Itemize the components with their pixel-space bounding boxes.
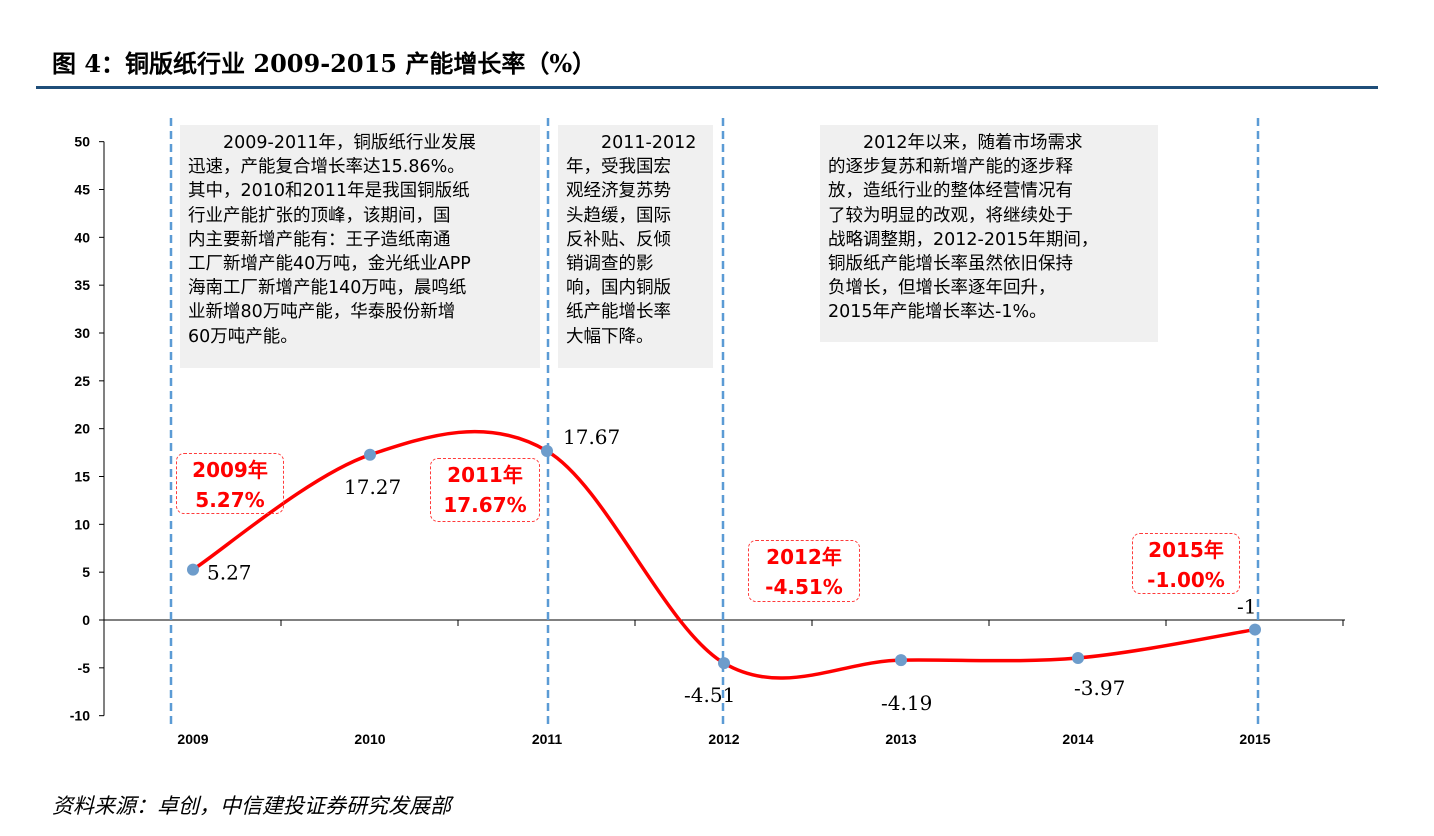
y-tick-label: 40 [74, 229, 90, 245]
callout-2011: 2011年 17.67% [430, 458, 540, 522]
annotation-line: 2011-2012 [566, 133, 697, 153]
annotation-line: 纸产能增长率 [566, 302, 671, 323]
data-point-2012 [718, 657, 730, 670]
y-tick-label: 15 [74, 469, 90, 485]
x-tick-label: 2011 [532, 731, 563, 747]
callout-2012: 2012年 -4.51% [748, 540, 860, 602]
data-label-2011: 17.67 [563, 425, 620, 449]
annotation-line: 了较为明显的改观，将继续处于 [828, 205, 1073, 226]
y-tick-label: 30 [74, 325, 90, 341]
annotation-line: 反补贴、反倾 [566, 229, 671, 250]
y-tick-label: 5 [82, 564, 90, 580]
data-point-2009 [187, 563, 199, 576]
x-tick-label: 2015 [1239, 731, 1270, 747]
annotation-line: 业新增80万吨产能，华泰股份新增 [188, 302, 456, 323]
annotation-line: 响，国内铜版 [566, 278, 671, 299]
data-point-2011 [541, 444, 553, 457]
data-point-2013 [895, 654, 907, 667]
annotation-line: 销调查的影 [566, 254, 654, 275]
y-tick-label: 25 [74, 373, 90, 389]
callout-year: 2015年 [1148, 538, 1224, 562]
y-tick-label: 45 [74, 182, 90, 198]
callout-year: 2011年 [447, 463, 523, 487]
annotation-line: 放，造纸行业的整体经营情况有 [828, 181, 1073, 202]
callout-2009: 2009年 5.27% [176, 453, 284, 514]
callout-value: -4.51% [765, 575, 843, 599]
data-label-2015: -1 [1237, 595, 1256, 619]
annotation-box-2012-2015: 2012年以来，随着市场需求 的逐步复苏和新增产能的逐步释 放，造纸行业的整体经营情… [820, 125, 1158, 342]
data-label-2014: -3.97 [1074, 676, 1125, 700]
annotation-line: 迅速，产能复合增长率达15.86%。 [188, 157, 465, 178]
annotation-line: 年，受我国宏 [566, 157, 671, 178]
annotation-line: 工厂新增产能40万吨，金光纸业APP [188, 254, 471, 275]
x-tick-label: 2014 [1062, 731, 1093, 747]
title-rule [36, 86, 1378, 89]
y-tick-label: 10 [74, 516, 90, 532]
x-tick-label: 2013 [885, 731, 916, 747]
annotation-line: 头趋缓，国际 [566, 205, 671, 226]
annotation-line: 的逐步复苏和新增产能的逐步释 [828, 157, 1073, 178]
x-tick-label: 2009 [177, 731, 208, 747]
callout-value: 5.27% [195, 488, 265, 512]
annotation-box-2011-2012: 2011-2012 年，受我国宏 观经济复苏势 头趋缓，国际 反补贴、反倾 销调查的影响，… [558, 125, 713, 368]
annotation-line: 大幅下降。 [566, 326, 654, 347]
data-label-2013: -4.19 [881, 691, 932, 715]
annotation-line: 2015年产能增长率达-1%。 [828, 302, 1047, 323]
annotation-line: 其中，2010和2011年是我国铜版纸 [188, 181, 470, 202]
source-note: 资料来源：卓创，中信建投证券研究发展部 [52, 794, 451, 818]
y-tick-label: -5 [78, 660, 91, 676]
annotation-box-2009-2011: 2009-2011年，铜版纸行业发展 迅速，产能复合增长率达15.86%。 其中，2… [180, 125, 540, 368]
callout-year: 2012年 [766, 545, 842, 569]
annotation-line: 铜版纸产能增长率虽然依旧保持 [828, 254, 1073, 275]
data-point-2010 [364, 448, 376, 461]
annotation-line: 行业产能扩张的顶峰，该期间，国 [188, 205, 451, 226]
annotation-line: 负增长，但增长率逐年回升， [828, 278, 1056, 299]
x-tick-label: 2010 [354, 731, 385, 747]
annotation-line: 战略调整期，2012-2015年期间， [828, 229, 1099, 250]
y-tick-label: 50 [74, 134, 90, 150]
annotation-line: 60万吨产能。 [188, 326, 298, 347]
annotation-line: 内主要新增产能有：王子造纸南通 [188, 229, 451, 250]
callout-2015: 2015年 -1.00% [1132, 533, 1240, 594]
callout-value: 17.67% [443, 493, 527, 517]
annotation-line: 海南工厂新增产能140万吨，晨鸣纸 [188, 278, 467, 299]
y-tick-label: 20 [74, 421, 90, 437]
data-label-2009: 5.27 [207, 561, 252, 585]
data-label-2012: -4.51 [684, 683, 735, 707]
annotation-line: 2009-2011年，铜版纸行业发展 [188, 133, 476, 153]
y-tick-label: 35 [74, 277, 90, 293]
data-point-2015 [1249, 623, 1261, 636]
x-tick-label: 2012 [708, 731, 739, 747]
callout-value: -1.00% [1147, 568, 1225, 592]
data-point-2014 [1072, 651, 1084, 664]
figure-title: 图 4：铜版纸行业 2009-2015 产能增长率（%） [52, 49, 597, 78]
annotation-line: 观经济复苏势 [566, 181, 671, 202]
y-tick-label: 0 [82, 612, 90, 628]
callout-year: 2009年 [192, 458, 268, 482]
y-tick-label: -10 [70, 708, 90, 724]
data-label-2010: 17.27 [344, 475, 401, 499]
annotation-line: 2012年以来，随着市场需求 [828, 133, 1083, 153]
